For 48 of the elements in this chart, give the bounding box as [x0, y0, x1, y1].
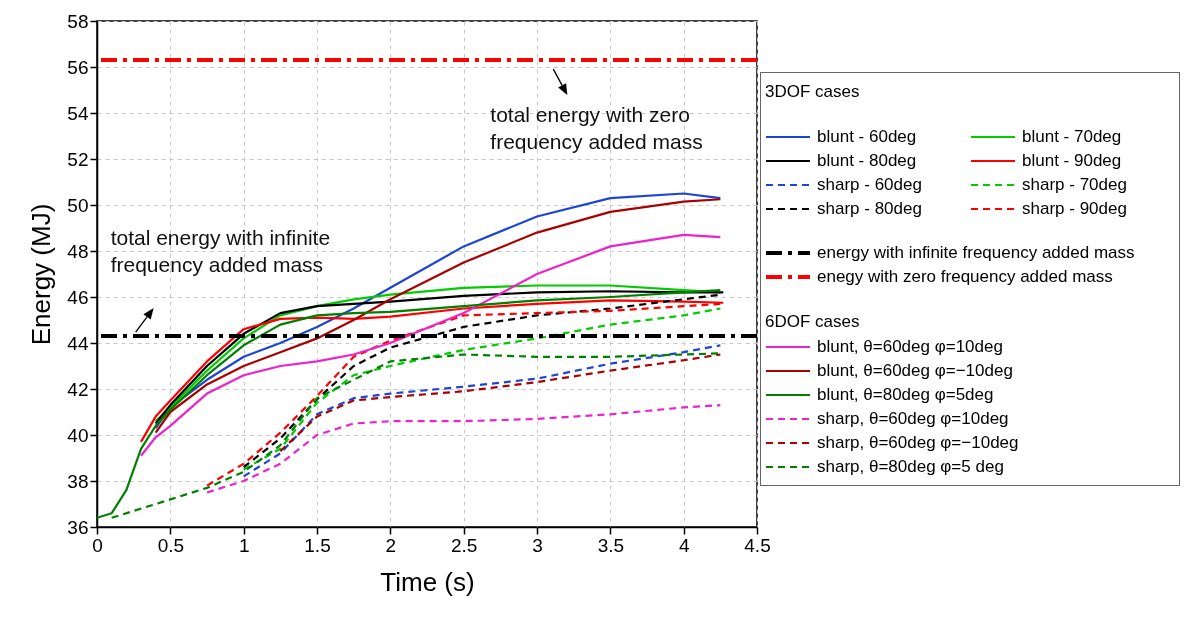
annotation: total energy with infinite frequency added mass — [110, 225, 332, 279]
text: 6DOF cases — [765, 311, 861, 333]
x-tick-label: 1 — [238, 534, 250, 556]
legend-label: sharp, θ=60deg φ=−10deg — [817, 433, 1019, 453]
y-tick-label: 42 — [67, 378, 89, 400]
legend-label: blunt, θ=80deg φ=5deg — [817, 385, 994, 405]
x-tick-label: 3 — [532, 534, 543, 556]
legend-label: sharp, θ=60deg φ=10deg — [817, 409, 1009, 429]
y-tick-label: 46 — [67, 286, 89, 308]
annotation: total energy with zero frequency added mass — [490, 102, 704, 156]
legend-label: blunt - 60deg — [817, 127, 917, 147]
y-tick-label: 40 — [67, 424, 89, 446]
legend-title: 3DOF cases — [765, 81, 861, 103]
y-tick-label: 52 — [67, 148, 89, 170]
line-series — [242, 344, 722, 478]
x-tick-label: 2.5 — [450, 534, 478, 556]
legend-label: energy with infinite frequency added mass — [817, 243, 1135, 263]
legend-label: sharp, θ=80deg φ=5 deg — [817, 457, 1004, 477]
legend-label: sharp - 60deg — [817, 175, 922, 195]
legend-label: blunt, θ=60deg φ=10deg — [817, 337, 1003, 357]
legend-label: enegy with zero frequency added mass — [817, 267, 1113, 287]
legend-label: blunt - 80deg — [817, 151, 917, 171]
y-axis-title: Energy (MJ) — [26, 203, 57, 346]
legend-label: sharp - 90deg — [1022, 199, 1127, 219]
x-tick-label: 4 — [678, 534, 690, 556]
y-tick-label: 38 — [67, 470, 89, 492]
x-tick-label: 0 — [92, 534, 103, 556]
y-tick-label: 48 — [67, 240, 89, 262]
x-tick-label: 1.5 — [304, 534, 331, 556]
x-tick-label: 0.5 — [157, 534, 185, 556]
legend-label: blunt - 70deg — [1022, 127, 1122, 147]
legend-label: blunt, θ=60deg φ=−10deg — [817, 361, 1013, 381]
x-tick-label: 4.5 — [744, 534, 771, 556]
y-tick-label: 54 — [67, 102, 89, 124]
legend-label: sharp - 70deg — [1022, 175, 1127, 195]
x-tick-label: 3.5 — [597, 534, 625, 556]
line-series — [279, 353, 722, 453]
y-tick-label: 44 — [67, 332, 89, 354]
y-tick-label: 58 — [67, 10, 89, 32]
x-tick-label: 2 — [385, 534, 397, 556]
line-series — [205, 404, 722, 494]
line-series — [97, 289, 722, 519]
y-tick-label: 50 — [67, 194, 89, 216]
x-axis-title: Time (s) — [380, 566, 475, 597]
legend-label: sharp - 80deg — [817, 199, 922, 219]
y-tick-label: 36 — [67, 516, 89, 538]
legend-label: blunt - 90deg — [1022, 151, 1122, 171]
y-tick-label: 56 — [67, 56, 89, 78]
